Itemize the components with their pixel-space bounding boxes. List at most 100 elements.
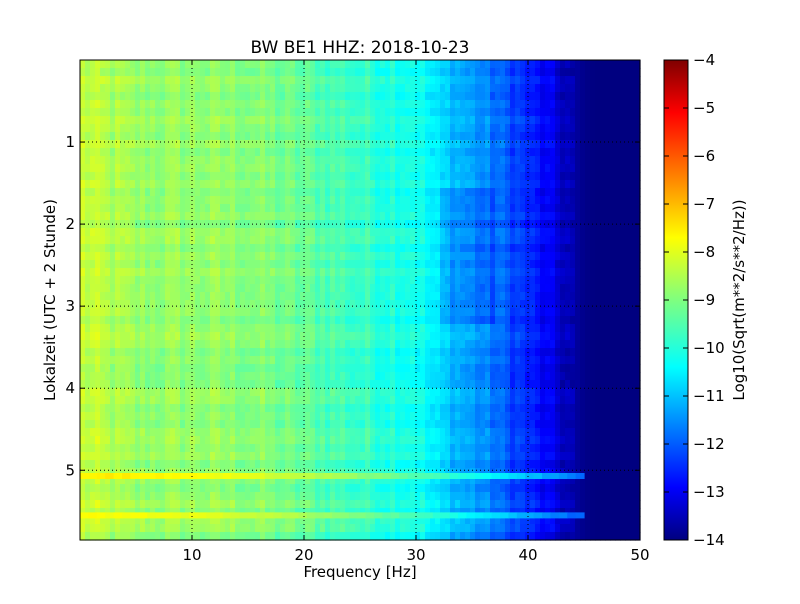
heatmap-cell [280, 220, 286, 229]
heatmap-cell [350, 380, 356, 389]
heatmap-cell [165, 348, 171, 357]
heatmap-cell [345, 180, 351, 189]
heatmap-cell [145, 396, 151, 405]
heatmap-cell [450, 140, 456, 149]
heatmap-cell [345, 404, 351, 413]
heatmap-cell [95, 228, 101, 237]
heatmap-cell [500, 332, 506, 341]
heatmap-cell [260, 356, 266, 365]
heatmap-cell [535, 148, 541, 157]
heatmap-cell [560, 196, 566, 205]
heatmap-cell [155, 412, 161, 421]
heatmap-cell [245, 316, 251, 325]
heatmap-cell [220, 220, 226, 229]
heatmap-cell [390, 212, 396, 221]
heatmap-cell [135, 76, 141, 85]
heatmap-cell [115, 180, 121, 189]
heatmap-cell [200, 388, 206, 397]
heatmap-cell [305, 292, 311, 301]
heatmap-cell [220, 348, 226, 357]
heatmap-cell [210, 356, 216, 365]
heatmap-cell [585, 372, 591, 381]
heatmap-cell [550, 388, 556, 397]
heatmap-cell [570, 292, 576, 301]
heatmap-cell [380, 180, 386, 189]
heatmap-cell [440, 116, 446, 125]
heatmap-cell [400, 116, 406, 125]
heatmap-cell [550, 100, 556, 109]
heatmap-cell [240, 316, 246, 325]
heatmap-cell [245, 124, 251, 133]
heatmap-cell [485, 340, 491, 349]
heatmap-cell [335, 196, 341, 205]
heatmap-cell [540, 252, 546, 261]
heatmap-cell [595, 212, 601, 221]
heatmap-cell [340, 340, 346, 349]
heatmap-cell [330, 188, 336, 197]
heatmap-cell [80, 396, 86, 405]
heatmap-cell [400, 76, 406, 85]
heatmap-cell [430, 124, 436, 133]
heatmap-cell [150, 292, 156, 301]
heatmap-cell [585, 92, 591, 101]
heatmap-cell [560, 268, 566, 277]
heatmap-cell [590, 188, 596, 197]
heatmap-cell [230, 132, 236, 141]
heatmap-cell [380, 260, 386, 269]
heatmap-cell [95, 340, 101, 349]
heatmap-cell [550, 172, 556, 181]
heatmap-cell [550, 140, 556, 149]
heatmap-cell [590, 140, 596, 149]
heatmap-cell [315, 100, 321, 109]
heatmap-cell [285, 252, 291, 261]
heatmap-cell [535, 276, 541, 285]
heatmap-cell [480, 292, 486, 301]
heatmap-cell [155, 268, 161, 277]
heatmap-cell [465, 92, 471, 101]
heatmap-cell [365, 228, 371, 237]
heatmap-cell [365, 220, 371, 229]
heatmap-cell [570, 204, 576, 213]
heatmap-cell [220, 76, 226, 85]
heatmap-cell [535, 164, 541, 173]
heatmap-cell [200, 260, 206, 269]
heatmap-cell [130, 332, 136, 341]
heatmap-cell [560, 204, 566, 213]
heatmap-cell [370, 84, 376, 93]
heatmap-cell [580, 140, 586, 149]
heatmap-cell [515, 308, 521, 317]
heatmap-cell [620, 84, 626, 93]
heatmap-cell [575, 236, 581, 245]
heatmap-cell [375, 148, 381, 157]
heatmap-cell [285, 348, 291, 357]
heatmap-cell [620, 340, 626, 349]
heatmap-cell [470, 108, 476, 117]
heatmap-cell [515, 116, 521, 125]
heatmap-cell [615, 380, 621, 389]
heatmap-cell [300, 252, 306, 261]
heatmap-cell [260, 340, 266, 349]
heatmap-cell [255, 140, 261, 149]
heatmap-cell [425, 252, 431, 261]
heatmap-cell [290, 260, 296, 269]
heatmap-cell [210, 308, 216, 317]
heatmap-cell [610, 308, 616, 317]
heatmap-cell [635, 172, 641, 181]
heatmap-cell [425, 324, 431, 333]
heatmap-cell [125, 372, 131, 381]
heatmap-cell [535, 292, 541, 301]
heatmap-cell [215, 204, 221, 213]
heatmap-cell [205, 180, 211, 189]
heatmap-cell [370, 204, 376, 213]
heatmap-cell [630, 300, 636, 309]
heatmap-cell [340, 188, 346, 197]
heatmap-cell [350, 244, 356, 253]
heatmap-cell [365, 164, 371, 173]
heatmap-cell [505, 380, 511, 389]
heatmap-cell [330, 388, 336, 397]
heatmap-cell [90, 236, 96, 245]
heatmap-cell [405, 340, 411, 349]
heatmap-cell [115, 84, 121, 93]
heatmap-cell [430, 292, 436, 301]
heatmap-cell [335, 284, 341, 293]
